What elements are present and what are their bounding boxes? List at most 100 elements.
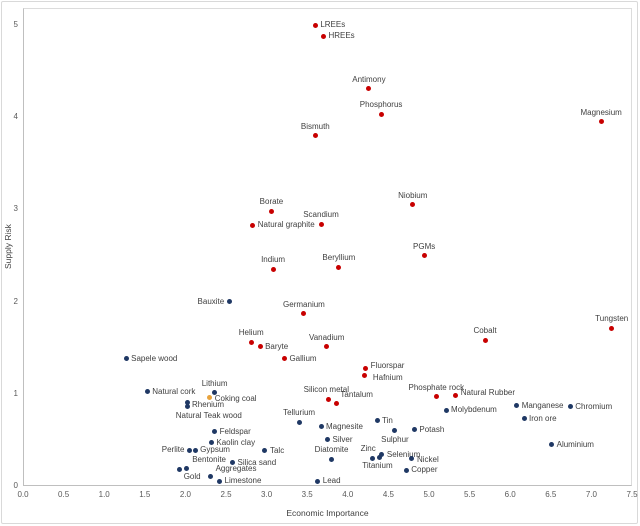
y-tick-label: 1 (13, 388, 18, 398)
data-point (374, 418, 380, 424)
x-tick-label: 5.0 (423, 490, 435, 499)
data-point-label: Aluminium (556, 439, 594, 449)
data-point-label: Aggregates (215, 463, 257, 473)
data-point (212, 390, 218, 396)
data-point (598, 119, 604, 125)
data-point (312, 22, 318, 28)
data-point (336, 264, 342, 270)
data-point (320, 33, 326, 39)
x-tick-label: 5.5 (464, 490, 476, 499)
x-tick-label: 2.0 (179, 490, 191, 499)
data-point-label: Phosphate rock (408, 382, 465, 392)
data-point-label: Kaolin clay (216, 437, 256, 447)
data-point (378, 111, 384, 117)
data-point-label: Talc (269, 445, 285, 455)
data-point (296, 419, 302, 425)
data-point-label: Selenium (386, 449, 421, 459)
data-point (324, 344, 330, 350)
y-tick-label: 3 (13, 204, 18, 214)
x-tick-label: 7.5 (626, 490, 638, 499)
data-point (379, 452, 385, 458)
data-point (248, 339, 254, 345)
x-tick-label: 4.5 (382, 490, 394, 499)
data-point (325, 437, 330, 443)
y-tick-label: 0 (13, 481, 18, 490)
data-point-label: Sapele wood (131, 353, 178, 363)
data-point (212, 429, 218, 435)
data-point (315, 478, 321, 484)
data-point (184, 399, 190, 405)
y-axis-title: Supply Risk (3, 224, 13, 270)
x-tick-label: 6.0 (504, 490, 516, 499)
data-point (268, 208, 274, 214)
data-point (257, 344, 263, 350)
data-point (312, 133, 318, 139)
data-point (482, 337, 488, 343)
y-tick-label: 5 (13, 20, 18, 29)
data-point-label: Germanium (283, 299, 325, 309)
x-tick-label: 6.5 (545, 490, 557, 499)
data-point-label: Magnesium (580, 107, 622, 117)
data-point-label: Tungsten (595, 314, 629, 324)
data-point (123, 356, 129, 362)
data-point (262, 448, 268, 454)
data-point-label: Manganese (521, 400, 564, 410)
data-point (318, 424, 324, 430)
data-point (369, 455, 375, 461)
data-point (281, 356, 287, 362)
x-tick-label: 3.0 (261, 490, 273, 499)
data-point (411, 427, 417, 433)
data-point-label: Bismuth (300, 121, 330, 131)
data-point-label: Zinc (360, 444, 376, 454)
data-point (443, 407, 449, 413)
data-point-label: Baryte (265, 341, 289, 351)
data-point-label: Fluorspar (370, 360, 405, 370)
data-point-label: Rhenium (192, 400, 225, 410)
data-point-label: Vanadium (308, 332, 345, 342)
data-point-label: Antimony (352, 74, 386, 84)
x-tick-label: 2.5 (220, 490, 232, 499)
data-point (421, 253, 427, 258)
data-point-label: Lead (322, 476, 341, 486)
data-point-label: Bentonite (192, 455, 227, 465)
data-point (144, 389, 150, 395)
data-point-label: Potash (419, 424, 445, 434)
data-point (301, 311, 307, 317)
data-point-label: Helium (238, 328, 264, 338)
data-point (409, 455, 415, 461)
data-point (521, 416, 527, 422)
data-point-label: Indium (261, 255, 286, 265)
x-axis-title: Economic Importance (286, 508, 369, 518)
data-point (376, 454, 382, 460)
data-point-label: Niobium (398, 190, 428, 200)
data-point (403, 467, 409, 473)
data-point-label: Silica sand (237, 457, 277, 467)
data-point-label: Beryllium (322, 253, 356, 263)
data-point-label: Phosphorus (359, 100, 403, 110)
data-point (333, 400, 339, 406)
data-point (229, 460, 235, 466)
x-tick-label: 3.5 (301, 490, 313, 499)
data-point (185, 404, 191, 410)
data-point (208, 440, 214, 446)
x-tick-label: 1.5 (139, 490, 151, 499)
data-point (177, 466, 183, 472)
data-point (192, 447, 198, 453)
data-point-label: Cobalt (473, 326, 497, 336)
data-point-label: Lithium (201, 378, 228, 388)
data-point-label: Tantalum (340, 390, 373, 400)
data-point-label: Silver (332, 434, 353, 444)
y-tick-label: 4 (13, 112, 18, 122)
data-point (207, 394, 213, 400)
data-point-label: Iron ore (529, 413, 557, 423)
data-point-label: Nickel (416, 455, 439, 465)
data-point-label: PGMs (413, 241, 436, 251)
data-point-label: Diatomite (314, 445, 349, 455)
data-point (392, 428, 398, 434)
data-point-label: Natural cork (152, 386, 196, 396)
data-point (362, 372, 368, 378)
data-point (609, 325, 615, 331)
data-point-label: Limestone (224, 476, 262, 486)
